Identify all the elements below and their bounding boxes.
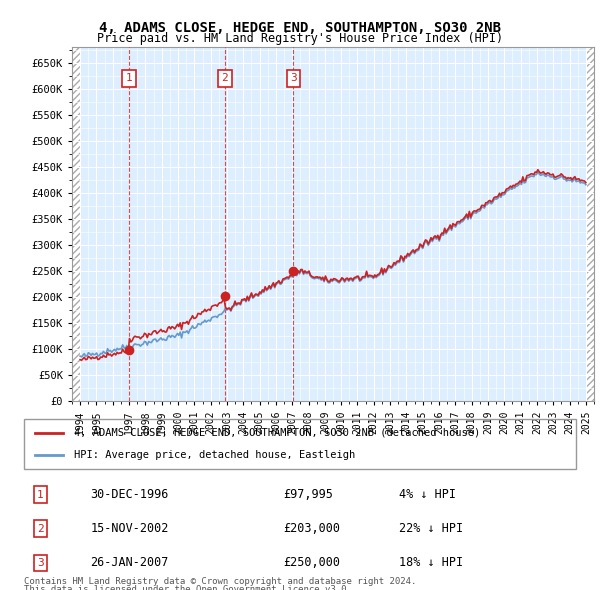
Text: 22% ↓ HPI: 22% ↓ HPI	[400, 522, 463, 535]
Text: £250,000: £250,000	[283, 556, 340, 569]
Text: 4% ↓ HPI: 4% ↓ HPI	[400, 488, 457, 501]
Text: This data is licensed under the Open Government Licence v3.0.: This data is licensed under the Open Gov…	[24, 585, 352, 590]
Text: 1: 1	[125, 73, 133, 83]
Text: 18% ↓ HPI: 18% ↓ HPI	[400, 556, 463, 569]
Text: 30-DEC-1996: 30-DEC-1996	[90, 488, 169, 501]
Text: 2: 2	[37, 524, 44, 534]
Text: 3: 3	[290, 73, 297, 83]
Text: £203,000: £203,000	[283, 522, 340, 535]
Text: 3: 3	[37, 558, 44, 568]
Text: 4, ADAMS CLOSE, HEDGE END, SOUTHAMPTON, SO30 2NB: 4, ADAMS CLOSE, HEDGE END, SOUTHAMPTON, …	[99, 21, 501, 35]
Text: 2: 2	[221, 73, 228, 83]
Text: Contains HM Land Registry data © Crown copyright and database right 2024.: Contains HM Land Registry data © Crown c…	[24, 577, 416, 586]
Text: 4, ADAMS CLOSE, HEDGE END, SOUTHAMPTON, SO30 2NB (detached house): 4, ADAMS CLOSE, HEDGE END, SOUTHAMPTON, …	[74, 428, 480, 438]
Bar	[72, 47, 80, 401]
Text: HPI: Average price, detached house, Eastleigh: HPI: Average price, detached house, East…	[74, 450, 355, 460]
Text: £97,995: £97,995	[283, 488, 334, 501]
Bar	[586, 47, 594, 401]
Text: Price paid vs. HM Land Registry's House Price Index (HPI): Price paid vs. HM Land Registry's House …	[97, 32, 503, 45]
Text: 15-NOV-2002: 15-NOV-2002	[90, 522, 169, 535]
Text: 1: 1	[37, 490, 44, 500]
Text: 26-JAN-2007: 26-JAN-2007	[90, 556, 169, 569]
